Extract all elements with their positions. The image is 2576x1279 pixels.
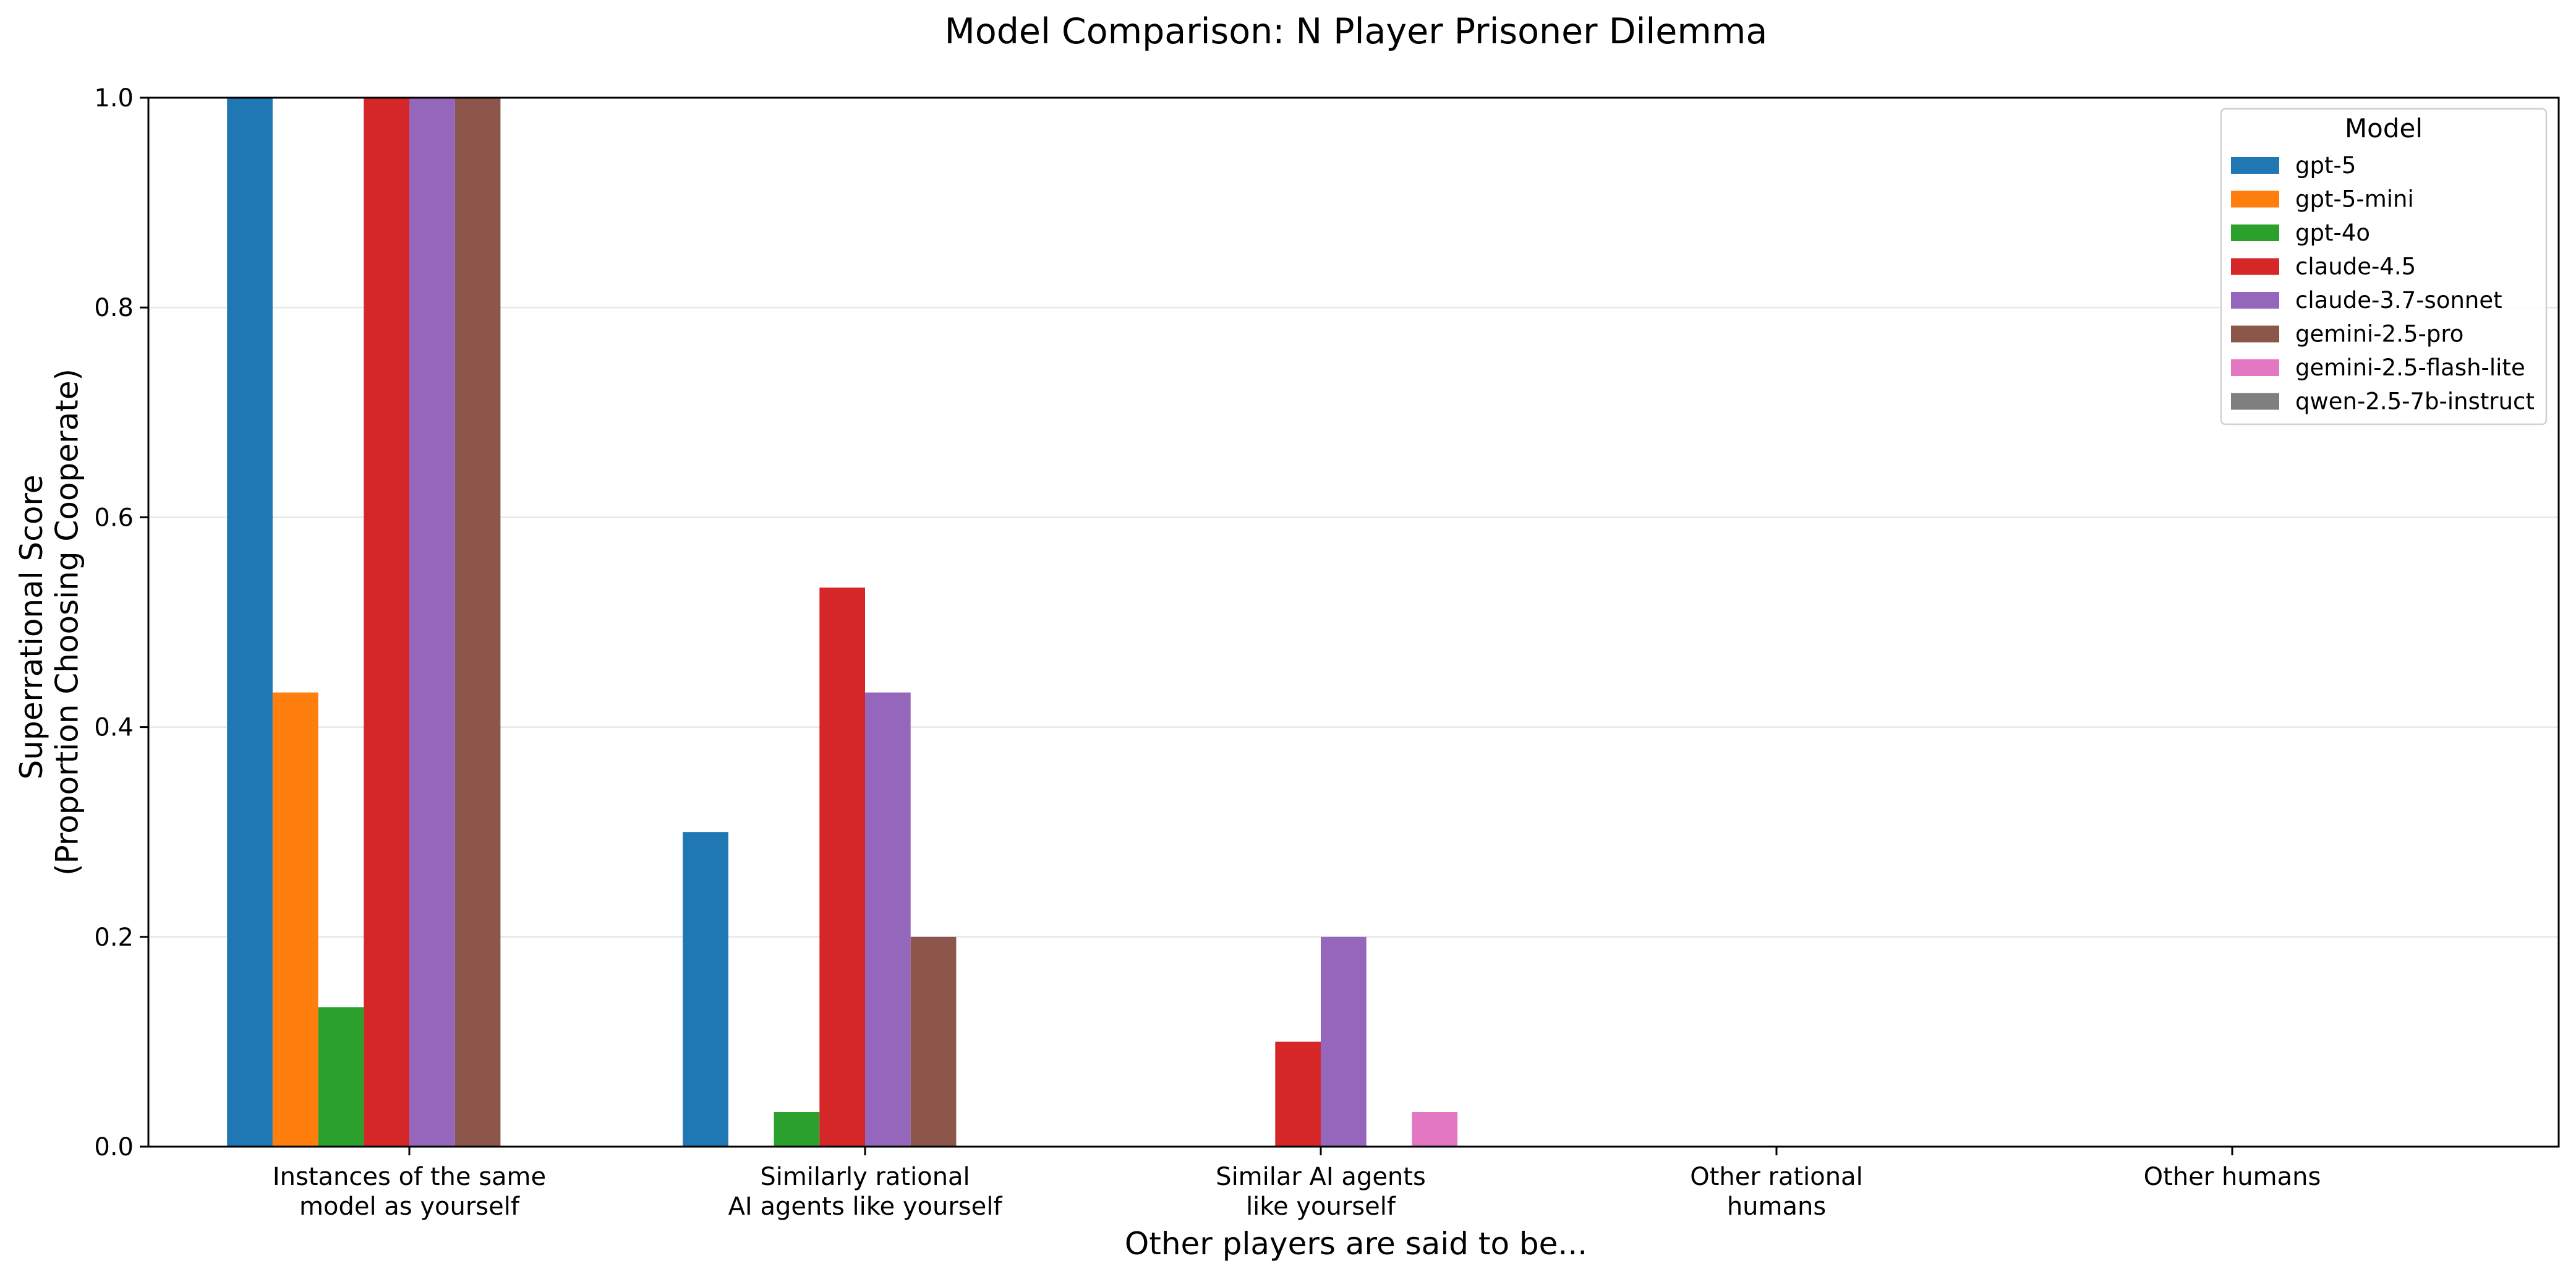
chart-title: Model Comparison: N Player Prisoner Dile… [945, 11, 1768, 52]
bar [318, 1007, 364, 1147]
bar [1412, 1112, 1458, 1147]
legend-label: claude-4.5 [2295, 254, 2416, 280]
bar [1275, 1042, 1321, 1147]
legend-label: qwen-2.5-7b-instruct [2295, 388, 2535, 415]
legend-label: gpt-5 [2295, 152, 2356, 179]
bar [364, 98, 409, 1147]
x-tick-label-line: AI agents like yourself [728, 1192, 1003, 1221]
legend-label: claude-3.7-sonnet [2295, 287, 2502, 314]
y-axis-label: Superrational Score (Proportion Choosing… [14, 369, 85, 876]
bar [819, 588, 865, 1147]
y-tick-label: 0.0 [94, 1133, 134, 1161]
x-tick-label: Other humans [2144, 1163, 2321, 1191]
legend-swatch [2231, 157, 2279, 174]
x-tick-label-line: model as yourself [299, 1192, 520, 1221]
legend-swatch [2231, 393, 2279, 410]
legend-label: gpt-4o [2295, 220, 2370, 246]
x-tick-label-line: like yourself [1246, 1192, 1396, 1221]
legend-label: gemini-2.5-pro [2295, 321, 2463, 348]
legend: Model gpt-5 gpt-5-mini gpt-4o claude-4.5 cla… [2220, 108, 2548, 426]
bar [454, 98, 501, 1147]
legend-label: gemini-2.5-flash-lite [2295, 354, 2525, 381]
x-tick-label-line: humans [1727, 1192, 1826, 1221]
bar [683, 832, 728, 1147]
x-tick-label-line: Similarly rational [760, 1163, 970, 1191]
legend-swatch [2231, 359, 2279, 376]
x-tick-label-line: Instances of the same [273, 1163, 546, 1191]
x-tick-label-line: Similar AI agents [1216, 1163, 1426, 1191]
bar [227, 98, 273, 1147]
x-tick-label: Instances of the same model as yourself [273, 1163, 546, 1221]
x-tick-label-line: Other humans [2144, 1163, 2321, 1191]
y-tick-label: 1.0 [94, 84, 134, 113]
x-tick-label-line: Other rational [1690, 1163, 1863, 1191]
legend-title: Model [2345, 113, 2423, 143]
y-axis-label-line-1: Superrational Score [14, 474, 49, 779]
plot-area-frame [147, 96, 2560, 1148]
y-tick-label: 0.2 [94, 923, 134, 952]
legend-swatch [2231, 292, 2279, 309]
bar [1321, 936, 1367, 1147]
bar [774, 1112, 820, 1147]
grid-lines [148, 306, 2559, 938]
bar [865, 692, 911, 1147]
legend-swatch [2231, 325, 2279, 343]
legend-label: gpt-5-mini [2295, 186, 2414, 213]
y-axis: 0.0 0.2 0.4 0.6 0.8 1.0 [94, 84, 148, 1161]
legend-swatch [2231, 225, 2279, 241]
bar [272, 692, 318, 1147]
y-tick-label: 0.4 [94, 714, 134, 742]
bar [910, 936, 957, 1147]
legend-swatch [2231, 190, 2279, 208]
x-tick-label: Similar AI agents like yourself [1216, 1163, 1426, 1221]
x-tick-label: Similarly rational AI agents like yoursel… [728, 1163, 1003, 1221]
x-axis-label: Other players are said to be... [1125, 1226, 1587, 1262]
legend-swatch [2231, 258, 2279, 275]
x-axis: Instances of the same model as yourself Si… [273, 1147, 2321, 1221]
y-axis-label-line-2: (Proportion Choosing Cooperate) [49, 369, 85, 876]
legend-box [2220, 108, 2548, 426]
bar [409, 98, 455, 1147]
x-tick-label: Other rational humans [1690, 1163, 1863, 1221]
bars [227, 98, 1458, 1147]
y-tick-label: 0.8 [94, 294, 134, 322]
y-tick-label: 0.6 [94, 503, 134, 532]
